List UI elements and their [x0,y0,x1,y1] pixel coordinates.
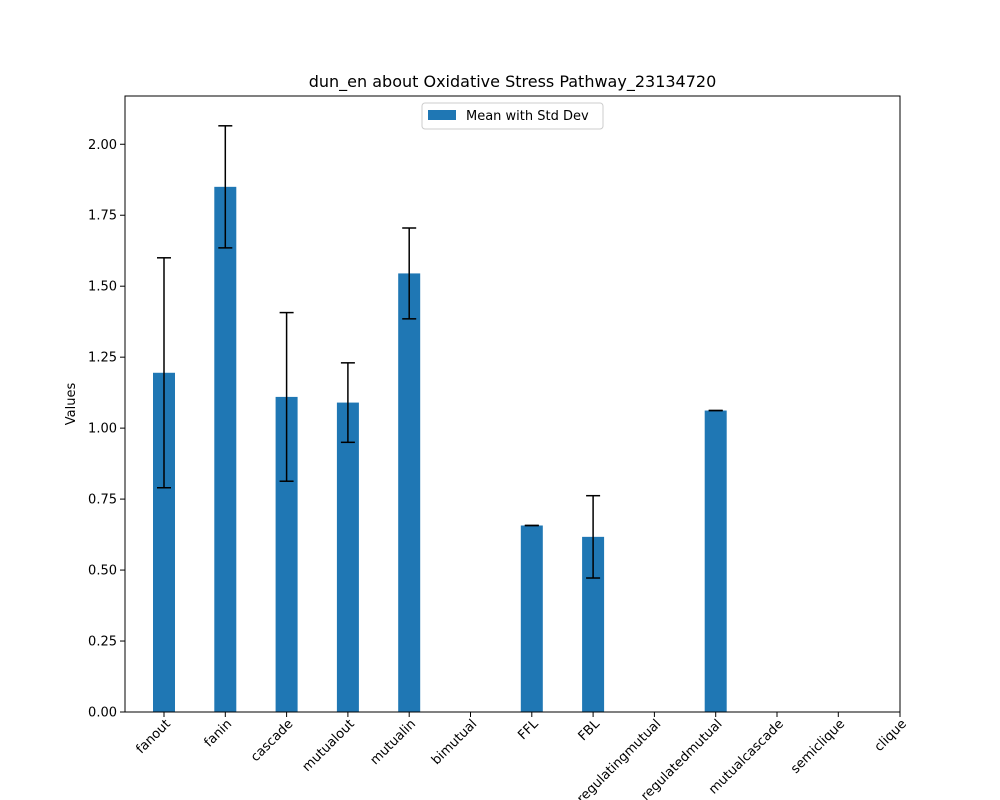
y-tick-label: 0.00 [88,706,117,721]
x-tick-label: fanin [201,717,235,751]
y-tick-label: 1.50 [88,280,117,295]
x-tick-label: bimutual [429,717,480,768]
bar-fanin [214,186,237,712]
x-tick-label: clique [872,717,910,755]
bars-group [153,186,727,712]
bar-regulatedmutual [704,410,727,712]
x-tick-label: FFL [515,716,542,743]
y-tick-label: 1.25 [88,351,117,366]
legend-label: Mean with Std Dev [466,109,589,124]
x-ticks: fanout fanin cascade mutualout mutualin bimut… [133,712,910,800]
y-tick-label: 2.00 [88,138,117,153]
x-tick-label: FBL [576,716,604,744]
y-tick-label: 1.00 [88,422,117,437]
y-ticks: 0.00 0.25 0.50 0.75 1.00 1.25 1.50 1.75 2.00 [88,138,125,721]
bar-FFL [520,525,543,712]
chart-title: dun_en about Oxidative Stress Pathway_23… [309,72,717,92]
y-tick-label: 0.75 [88,493,117,508]
x-tick-label: semiclique [788,717,848,777]
y-axis-label: Values [64,383,79,426]
bar-FBL [582,536,605,712]
legend-swatch [428,110,456,120]
y-tick-label: 1.75 [88,209,117,224]
x-tick-label: cascade [248,717,296,765]
legend: Mean with Std Dev [421,102,604,130]
bar-mutualout [336,402,359,712]
x-tick-label: fanout [133,717,173,757]
errorbars-group [157,125,723,579]
legend-box [421,102,604,130]
bar-cascade [275,396,298,712]
plot-frame [124,95,901,713]
x-tick-label: mutualout [300,717,358,775]
bar-mutualin [398,273,421,712]
x-tick-label: mutualin [368,717,419,768]
y-tick-label: 0.50 [88,564,117,579]
bar-fanout [153,372,175,712]
y-tick-label: 0.25 [88,635,117,650]
